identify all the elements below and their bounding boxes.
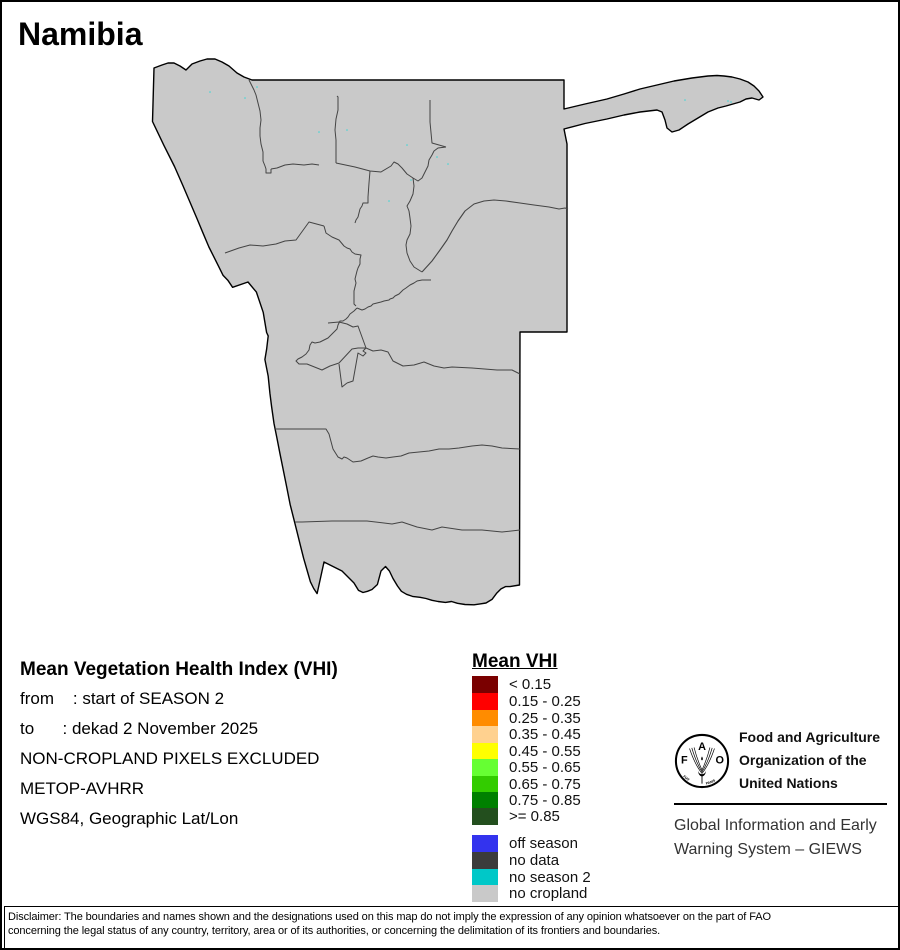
svg-text:A: A [698, 741, 706, 753]
svg-text:F: F [681, 755, 688, 767]
svg-text:O: O [715, 755, 723, 767]
